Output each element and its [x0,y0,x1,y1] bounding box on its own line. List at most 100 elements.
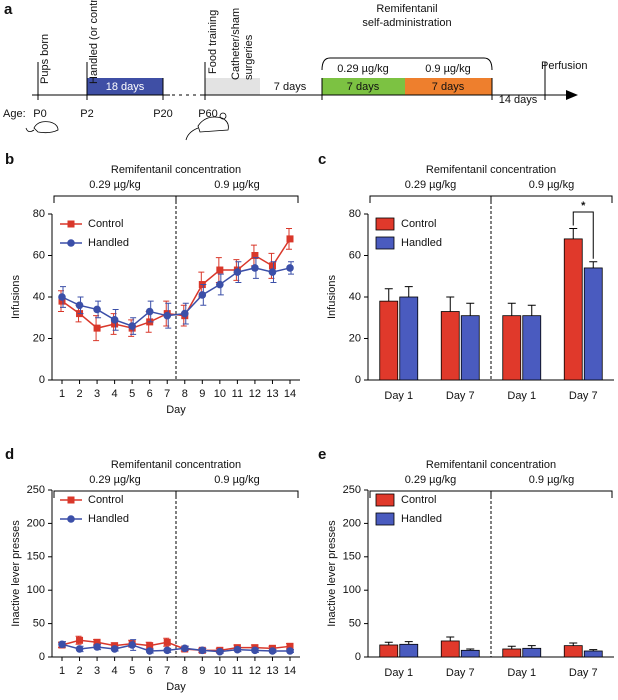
event: Catheter/sham [230,8,242,80]
phase-label: 0.29 µg/kg [405,179,457,191]
handling-bar [87,78,163,95]
marker [58,640,66,649]
timeline-ticks [37,57,546,100]
x-tick-label: 11 [232,665,243,677]
x-tick-label: 7 [164,665,170,677]
legend-marker [67,496,75,504]
error-bar [507,302,516,316]
x-tick-label: 3 [94,388,100,400]
y-tick-label: 80 [33,208,45,220]
bar [522,315,542,381]
y-axis-label: Infusions [10,274,22,319]
marker [58,297,66,305]
x-tick-label: Day 1 [384,390,413,402]
marker [111,320,119,328]
legend-marker [67,220,75,228]
panel-label: d [5,446,14,463]
marker [93,305,101,314]
marker [128,322,136,330]
marker [145,647,154,655]
legend-label: Handled [401,513,442,525]
marker [268,268,277,276]
phase-label: 0.9 µg/kg [214,474,259,486]
x-tick-label: 11 [232,388,243,400]
bar [440,311,460,381]
x-tick-label: 13 [266,388,278,400]
phase-bracket [53,195,177,203]
y-tick-label: 20 [33,332,45,344]
error-bar [384,641,393,645]
x-tick-label: 1 [59,388,65,400]
marker [251,264,259,272]
bar [563,238,583,381]
significance-label: * [581,200,586,212]
panel-label: a [4,1,13,18]
y-tick-label: 250 [27,484,45,496]
marker [93,643,101,651]
marker [233,645,242,654]
legend-label: Control [401,494,436,506]
phase-label: 0.9 µg/kg [529,474,574,486]
bar [563,645,583,658]
x-tick-label: 5 [129,388,135,400]
marker [286,235,294,243]
mouse-icon [185,112,229,141]
x-tick-label: Day 1 [507,667,536,679]
y-tick-label: 60 [349,249,361,261]
phase-label: 0.9 µg/kg [214,179,259,191]
error-bar [446,296,455,312]
phase-bracket [490,490,613,498]
y-axis-label: Inactive lever presses [326,520,338,627]
bar [460,315,480,381]
legend-label: Control [88,494,123,506]
duration: 7 days [432,81,465,93]
age: Age: [3,108,26,120]
dose: 0.9 µg/kg [425,63,470,75]
marker [268,647,277,655]
phase-label: 0.29 µg/kg [405,474,457,486]
x-tick-label: Day 7 [446,390,475,402]
marker [198,646,207,655]
marker [251,252,259,259]
age: P0 [33,108,46,120]
y-tick-label: 20 [349,332,361,344]
y-tick-label: 40 [33,291,45,303]
x-tick-label: 4 [112,388,118,400]
marker [286,647,294,655]
x-tick-label: 1 [59,665,65,677]
x-tick-label: 6 [147,665,153,677]
marker [163,638,171,646]
x-tick-label: Day 1 [384,667,413,679]
age: P2 [80,108,93,120]
marker [216,647,224,656]
duration: 14 days [499,94,538,106]
duration: 7 days [347,81,380,93]
marker [93,324,101,332]
x-tick-label: 10 [214,665,226,677]
y-tick-label: 100 [27,584,45,596]
marker [251,646,259,655]
marker [163,311,172,320]
header-title: Remifentanil concentration [426,459,556,471]
bar [379,644,399,658]
x-axis-label: Day [166,404,186,416]
phase-bracket [369,195,492,203]
bar [399,643,419,658]
y-tick-label: 250 [343,484,361,496]
x-axis-label: Day [166,681,186,693]
marker [128,641,136,649]
marker [75,645,84,653]
y-tick-label: 200 [343,517,361,529]
error-bar [569,228,578,239]
y-tick-label: 80 [349,208,361,220]
event: Food training [207,10,219,74]
x-tick-label: 12 [249,665,261,677]
x-tick-label: 13 [266,665,278,677]
y-tick-label: 0 [39,651,45,663]
marker [75,301,84,310]
bar [583,267,603,381]
panel-label: b [5,151,14,168]
error-bar [446,636,455,641]
bar [460,649,480,658]
